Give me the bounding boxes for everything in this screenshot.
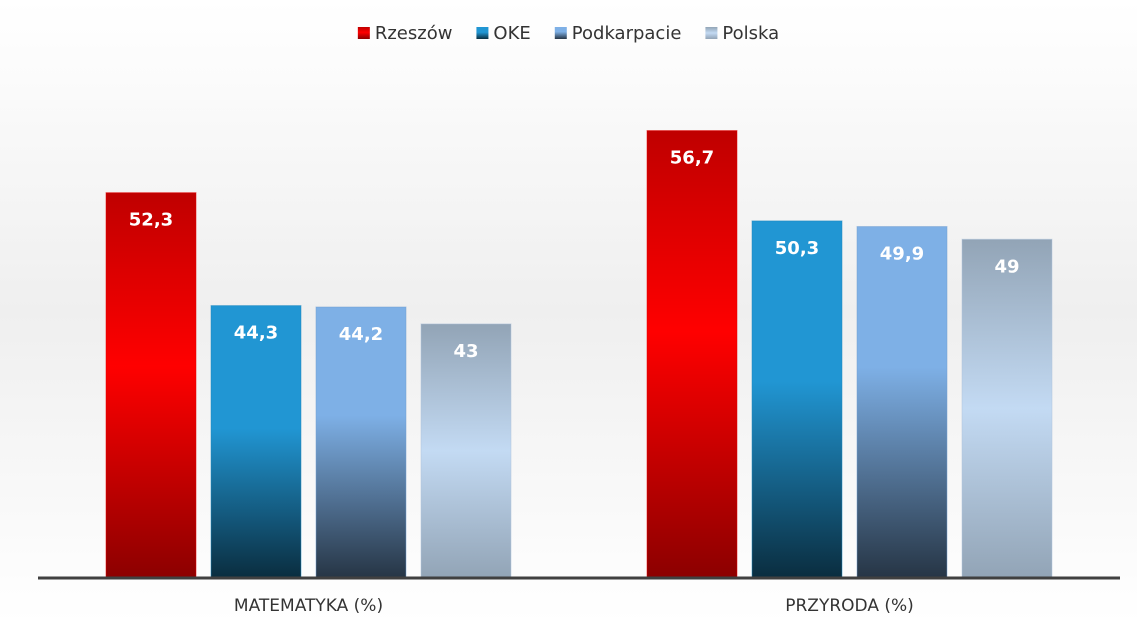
data-label: 49,9 (880, 244, 924, 265)
legend-label: Rzeszów (375, 23, 453, 44)
bar (420, 323, 512, 579)
x-tick-label: PRZYRODA (%) (785, 596, 914, 616)
bar (210, 305, 302, 579)
legend-label: Polska (722, 23, 779, 44)
data-label: 56,7 (670, 148, 714, 169)
bar (961, 238, 1053, 579)
bar (315, 306, 407, 579)
data-label: 44,3 (234, 323, 278, 344)
bar (646, 130, 738, 579)
data-label: 43 (453, 341, 478, 362)
data-label: 49 (994, 256, 1019, 277)
data-label: 52,3 (129, 210, 173, 231)
bar (856, 226, 948, 579)
bar (105, 192, 197, 579)
legend-swatch (476, 27, 489, 39)
data-label: 44,2 (339, 324, 383, 345)
legend-swatch (357, 27, 370, 39)
x-tick-label: MATEMATYKA (%) (234, 596, 383, 616)
legend-label: Podkarpacie (572, 23, 682, 44)
legend-swatch (554, 27, 567, 39)
legend-swatch (705, 27, 718, 39)
data-label: 50,3 (775, 238, 819, 259)
bar (751, 220, 843, 579)
legend-label: OKE (493, 23, 530, 44)
legend: Rzeszów OKE Podkarpacie Polska (357, 23, 779, 44)
